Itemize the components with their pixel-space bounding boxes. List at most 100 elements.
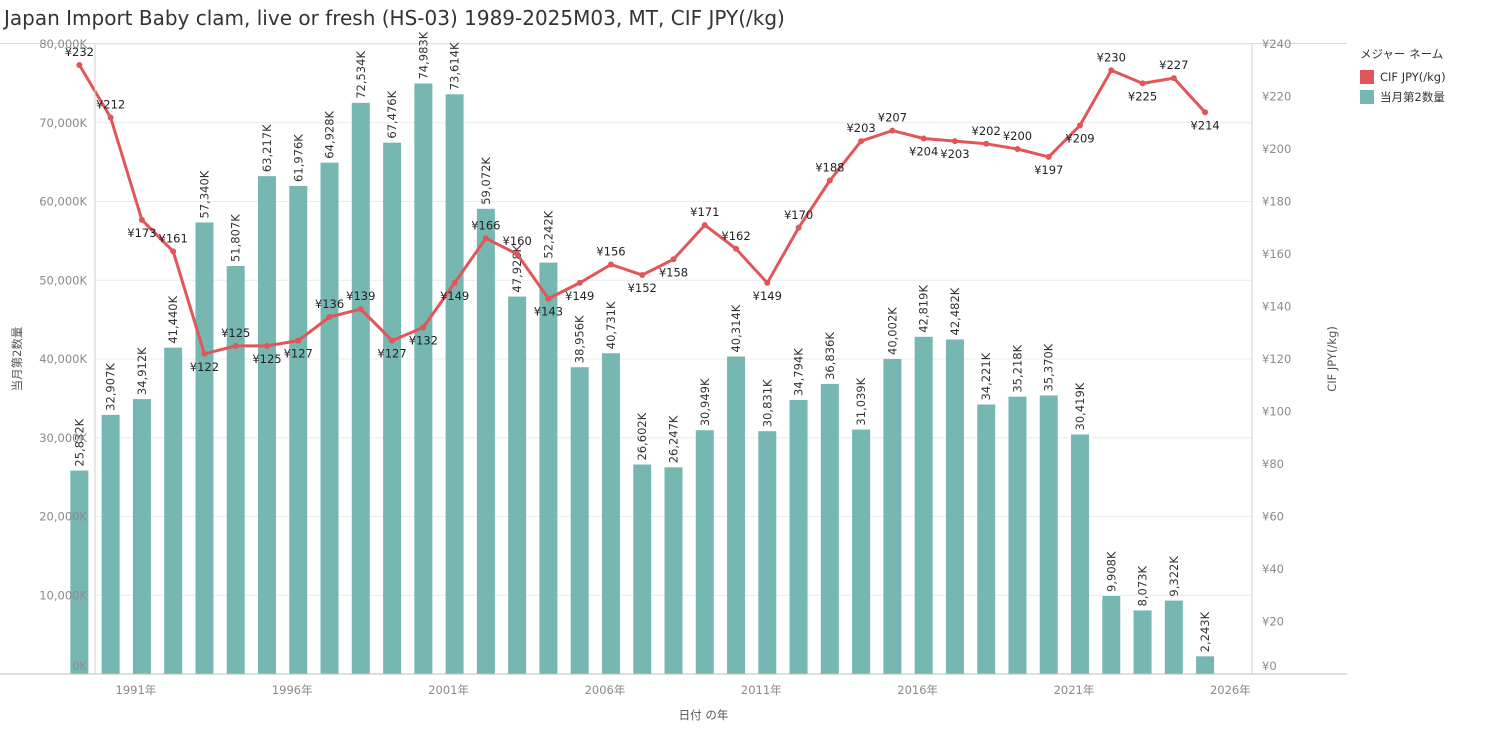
cif-label-2009: ¥171 (690, 205, 719, 219)
bar-label-2015: 40,002K (885, 307, 899, 355)
cif-label-2019: ¥200 (1003, 129, 1032, 143)
y-left-tick-label: 70,000K (39, 116, 87, 130)
bar-label-2000: 74,983K (416, 31, 430, 79)
bar-label-2009: 30,949K (698, 378, 712, 426)
bar-1994 (226, 266, 245, 674)
cif-label-2007: ¥152 (628, 281, 657, 295)
bar-2010 (727, 356, 746, 674)
legend-item-quantity[interactable]: 当月第2数量 (1360, 87, 1446, 107)
bar-label-1996: 61,976K (291, 134, 305, 182)
x-axis-title: 日付 の年 (679, 708, 729, 722)
y-left-tick-label: 30,000K (39, 431, 87, 445)
cif-label-1991: ¥173 (127, 226, 156, 240)
bar-label-2020: 35,370K (1042, 343, 1056, 391)
cif-label-1998: ¥139 (346, 289, 375, 303)
bar-2015 (883, 358, 902, 674)
y-left-tick-label: 40,000K (39, 352, 87, 366)
legend-item-cif[interactable]: CIF JPY(/kg) (1360, 67, 1446, 87)
bar-2005 (570, 367, 589, 674)
cif-label-2008: ¥158 (659, 265, 688, 279)
bar-1995 (257, 176, 276, 674)
bar-label-2003: 47,928K (510, 244, 524, 292)
bar-2013 (820, 383, 839, 674)
bar-1999 (383, 142, 402, 675)
chart-title: Japan Import Baby clam, live or fresh (H… (4, 6, 785, 30)
bar-label-2014: 31,039K (854, 377, 868, 425)
cif-label-2000: ¥132 (409, 334, 438, 348)
legend-swatch-quantity (1360, 90, 1374, 104)
cif-label-2021: ¥209 (1065, 131, 1094, 145)
bar-label-1997: 64,928K (323, 110, 337, 158)
y-right-tick-label: ¥120 (1262, 352, 1291, 366)
bar-label-1998: 72,534K (354, 51, 368, 99)
bar-1996 (289, 185, 308, 674)
cif-point-2000 (420, 324, 427, 331)
y-left-tick-label: 10,000K (39, 588, 87, 602)
bar-2009 (695, 430, 714, 674)
y-right-tick-label: ¥240 (1262, 37, 1291, 51)
bar-2007 (633, 464, 652, 674)
bar-2004 (539, 262, 558, 674)
cif-label-2022: ¥230 (1097, 50, 1126, 64)
bar-1997 (320, 162, 339, 674)
bar-2022 (1102, 595, 1121, 674)
bar-2024 (1164, 600, 1183, 674)
bar-2002 (476, 208, 495, 675)
cif-point-1989 (76, 62, 83, 68)
bar-label-1999: 67,476K (385, 90, 399, 138)
combo-chart: 25,832K 32,907K 34,912K 41,440K 57,340K 51,80… (0, 31, 1347, 722)
cif-point-2024 (1170, 75, 1177, 82)
y-left-axis-title: 当月第2数量 (10, 327, 24, 392)
y-right-tick-label: ¥160 (1262, 247, 1291, 261)
cif-label-1999: ¥127 (377, 347, 406, 361)
x-tick-label: 2016年 (897, 683, 938, 697)
y-right-tick-label: ¥180 (1262, 195, 1291, 209)
cif-point-2022 (1108, 67, 1115, 74)
cif-point-2011 (764, 279, 771, 286)
legend-swatch-cif (1360, 70, 1374, 84)
bar-label-2001: 73,614K (448, 42, 462, 90)
cif-label-2006: ¥156 (596, 245, 625, 259)
y-left-tick-label: 60,000K (39, 195, 87, 209)
bar-1992 (164, 347, 183, 674)
y-right-axis-title: CIF JPY(/kg) (1325, 326, 1339, 392)
cif-label-2010: ¥162 (721, 229, 750, 243)
bar-label-2013: 36,836K (823, 332, 837, 380)
cif-label-1989: ¥232 (65, 45, 94, 59)
cif-label-2003: ¥160 (503, 234, 532, 248)
cif-point-1992 (170, 248, 177, 255)
y-right-tick-label: ¥0 (1262, 659, 1277, 673)
cif-point-2006 (607, 261, 614, 268)
cif-point-1999 (389, 337, 396, 344)
legend-label-cif: CIF JPY(/kg) (1380, 70, 1446, 84)
bar-label-2016: 42,819K (917, 285, 931, 333)
bar-label-2006: 40,731K (604, 301, 618, 349)
bar-series (70, 83, 1215, 675)
bar-2012 (789, 399, 808, 674)
bar-2008 (664, 467, 683, 674)
bar-2021 (1071, 434, 1090, 674)
y-right-tick-label: ¥140 (1262, 300, 1291, 314)
cif-point-1993 (201, 350, 208, 357)
cif-label-2001: ¥149 (440, 289, 469, 303)
cif-point-2020 (1045, 153, 1052, 160)
bar-2006 (601, 353, 620, 674)
cif-point-1994 (232, 342, 239, 349)
cif-point-2010 (733, 245, 740, 252)
bar-label-2002: 59,072K (479, 157, 493, 205)
bar-2001 (445, 94, 464, 675)
cif-label-1997: ¥136 (315, 297, 344, 311)
bar-1993 (195, 222, 214, 674)
cif-point-1991 (138, 216, 145, 223)
y-left-tick-label: 50,000K (39, 273, 87, 287)
cif-label-2011: ¥149 (753, 289, 782, 303)
bar-1991 (132, 399, 151, 674)
cif-point-2012 (795, 224, 802, 231)
bar-2017 (945, 339, 964, 674)
cif-point-2016 (920, 135, 927, 142)
cif-point-2002 (482, 235, 489, 242)
cif-point-1996 (295, 337, 302, 344)
cif-point-2017 (951, 138, 958, 145)
axes: 0K 10,000K 20,000K 30,000K 40,000K 50,000K 60,… (0, 37, 1347, 722)
bar-2019 (1008, 396, 1027, 674)
